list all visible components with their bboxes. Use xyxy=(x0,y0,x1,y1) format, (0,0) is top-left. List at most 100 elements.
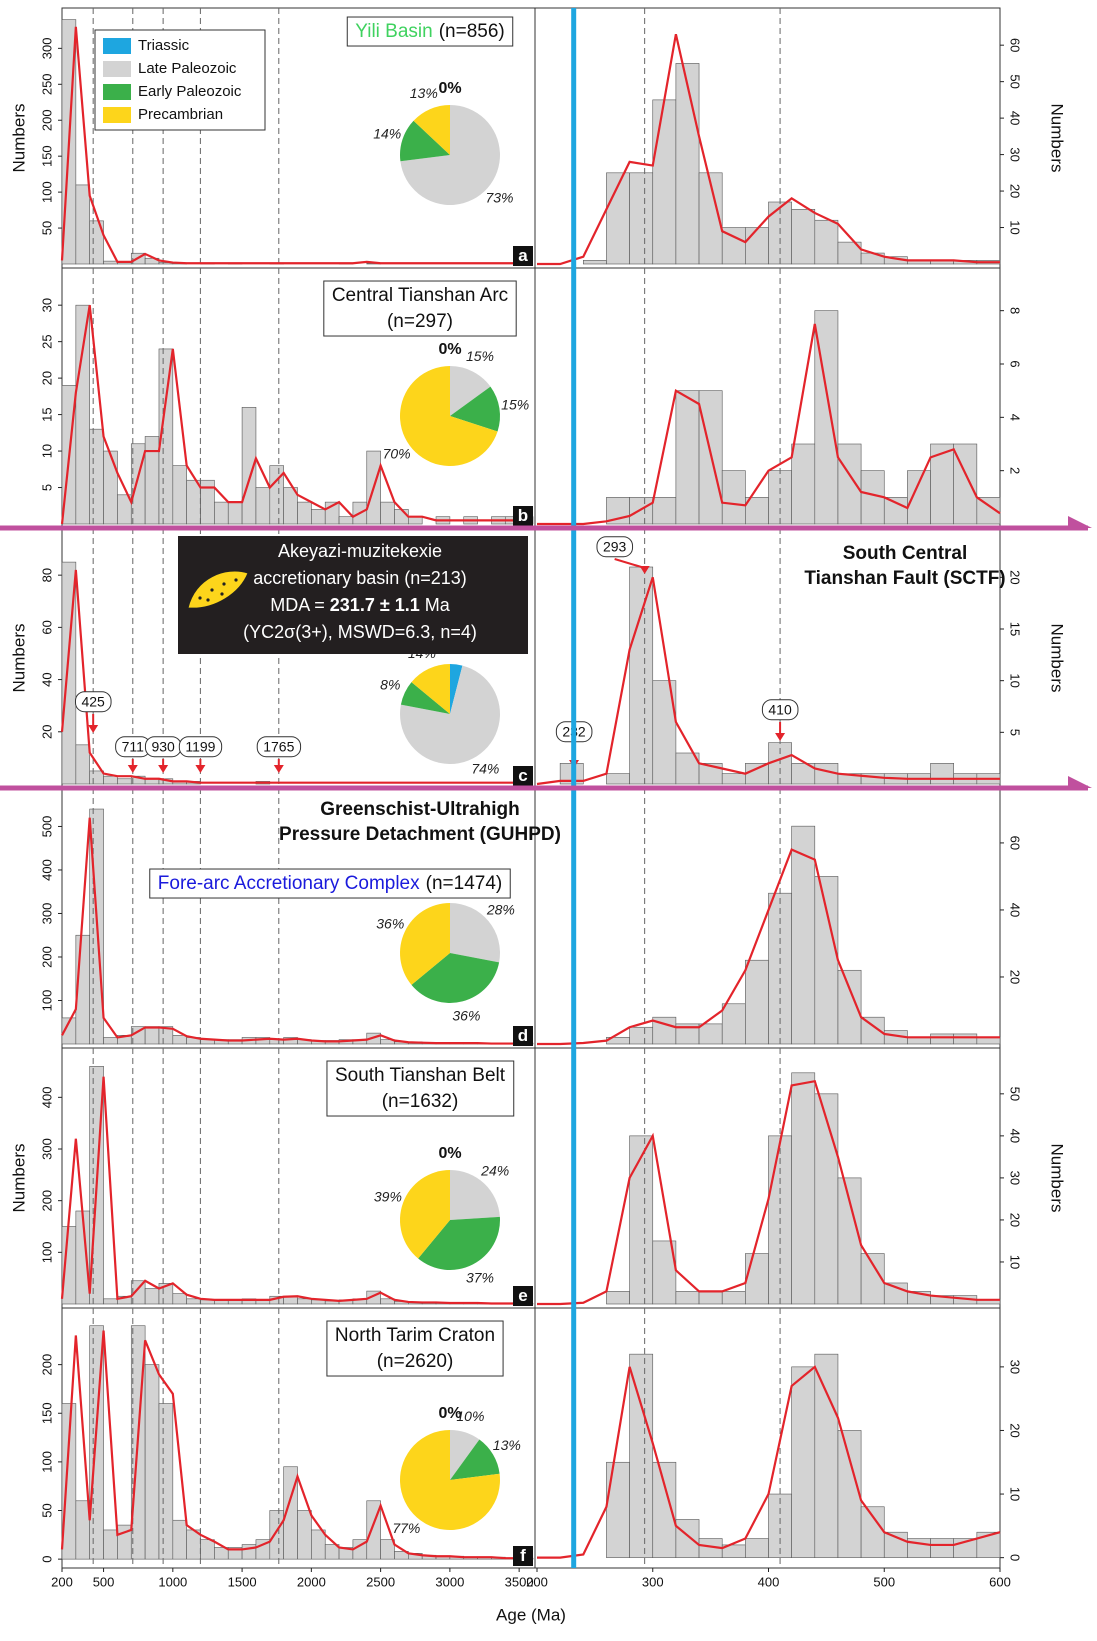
histogram-bar xyxy=(722,471,745,524)
y-tick-label: 15 xyxy=(1008,622,1023,636)
pie-label: 36% xyxy=(452,1008,480,1024)
y-tick-label: 150 xyxy=(39,145,54,167)
histogram-bar xyxy=(394,509,408,524)
icon-dot xyxy=(222,582,225,585)
panel-n: (n=297) xyxy=(387,311,453,332)
histogram-bar xyxy=(722,1291,745,1304)
panel-letter: c xyxy=(518,766,527,785)
histogram-bar xyxy=(815,876,838,1044)
histogram-bar xyxy=(630,173,653,264)
y-tick-label: 50 xyxy=(39,1503,54,1517)
histogram-bar xyxy=(745,1254,768,1304)
histogram-bar xyxy=(792,1367,815,1558)
panel-letter: d xyxy=(518,1026,528,1045)
histogram-bar xyxy=(90,429,104,524)
histogram-bar xyxy=(117,779,131,784)
panel-n: (n=1632) xyxy=(382,1091,459,1112)
x-tick-label: 200 xyxy=(51,1574,73,1589)
histogram-bar xyxy=(815,1354,838,1557)
x-tick-label: 1500 xyxy=(228,1574,257,1589)
histogram-bar xyxy=(745,763,768,784)
histogram-bar xyxy=(653,100,676,264)
histogram-bar xyxy=(381,1540,395,1559)
y-axis-title: Numbers xyxy=(1048,624,1067,693)
y-tick-label: 4 xyxy=(1008,414,1023,421)
histogram-bar xyxy=(145,1027,159,1044)
histogram-bar xyxy=(745,1539,768,1558)
panel-title: South Tianshan Belt xyxy=(335,1065,506,1086)
y-tick-label: 400 xyxy=(39,859,54,881)
histogram-bar xyxy=(630,1136,653,1304)
histogram-bar xyxy=(76,185,90,264)
y-tick-label: 30 xyxy=(39,298,54,312)
panel-title: North Tarim Craton xyxy=(335,1325,495,1346)
y-tick-label: 300 xyxy=(39,1138,54,1160)
fault-arrow xyxy=(1068,516,1092,528)
mda-suffix: Ma xyxy=(420,595,451,615)
y-tick-label: 300 xyxy=(39,37,54,59)
annotation-arrowhead xyxy=(88,725,98,733)
y-tick-label: 5 xyxy=(1008,729,1023,736)
histogram-bar xyxy=(606,1462,629,1557)
histogram-bar xyxy=(722,1004,745,1044)
y-tick-label: 0 xyxy=(1008,1554,1023,1561)
panel-title: Fore-arc Accretionary Complex(n=1474) xyxy=(158,873,502,894)
title-n: (n=1474) xyxy=(426,873,503,894)
legend-label: Triassic xyxy=(138,37,190,54)
histogram-bar xyxy=(90,771,104,784)
pie-label: 70% xyxy=(383,445,411,461)
panel-title: Central Tianshan Arc xyxy=(332,285,508,306)
fault-label: South Central xyxy=(843,543,968,564)
histogram-bar xyxy=(722,774,745,784)
histogram-bar xyxy=(298,1299,312,1304)
y-tick-label: 40 xyxy=(39,672,54,686)
pie-label: 37% xyxy=(466,1270,494,1286)
title-n: (n=856) xyxy=(439,21,505,42)
x-axis-title: Age (Ma) xyxy=(496,1605,566,1624)
annotation-label: 930 xyxy=(151,739,175,755)
histogram-bar xyxy=(270,1511,284,1560)
figure: Age (Ma) 50100150200250300102030405060Nu… xyxy=(0,0,1097,1641)
mda-stats: (YC2σ(3+), MSWD=6.3, n=4) xyxy=(243,622,477,642)
title-line: Akeyazi-muzitekexie xyxy=(278,541,442,561)
histogram-bar xyxy=(311,509,325,524)
panel-letter: a xyxy=(518,246,528,265)
histogram-bar xyxy=(104,1530,118,1559)
pie-label: 36% xyxy=(376,916,404,932)
panel-letter: f xyxy=(520,1546,526,1565)
y-tick-label: 200 xyxy=(39,1354,54,1376)
fault-arrow xyxy=(1068,776,1092,788)
histogram-bar xyxy=(838,1430,861,1557)
y-tick-label: 20 xyxy=(1008,184,1023,198)
y-tick-label: 2 xyxy=(1008,467,1023,474)
icon-dot xyxy=(234,578,237,581)
y-tick-label: 5 xyxy=(39,484,54,491)
y-axis-title: Numbers xyxy=(9,624,28,693)
x-tick-label: 2500 xyxy=(366,1574,395,1589)
histogram-bar xyxy=(298,1511,312,1560)
pie-label: 73% xyxy=(485,189,513,205)
histogram-bar xyxy=(838,444,861,524)
x-tick-label: 3000 xyxy=(435,1574,464,1589)
histogram-bar xyxy=(76,745,90,784)
pie-label: 77% xyxy=(392,1520,420,1536)
histogram-bar xyxy=(201,1540,215,1559)
y-tick-label: 300 xyxy=(39,903,54,925)
mda-value: 231.7 ± 1.1 xyxy=(330,595,420,615)
x-tick-label: 300 xyxy=(642,1574,664,1589)
histogram-bar xyxy=(76,1501,90,1559)
pie-label: 13% xyxy=(493,1437,521,1453)
histogram-bar xyxy=(745,960,768,1044)
y-tick-label: 20 xyxy=(1008,1213,1023,1227)
histogram-bar xyxy=(630,497,653,524)
panel-title: Yili Basin(n=856) xyxy=(355,21,504,42)
histogram-bar xyxy=(583,260,606,264)
y-tick-label: 20 xyxy=(39,725,54,739)
y-tick-label: 30 xyxy=(1008,1360,1023,1374)
y-axis-title: Numbers xyxy=(1048,104,1067,173)
histogram-bar xyxy=(145,1365,159,1560)
histogram-bar xyxy=(339,517,353,524)
histogram-bar xyxy=(676,63,699,264)
annotation-label: 293 xyxy=(603,539,627,555)
legend-label: Precambrian xyxy=(138,106,223,123)
